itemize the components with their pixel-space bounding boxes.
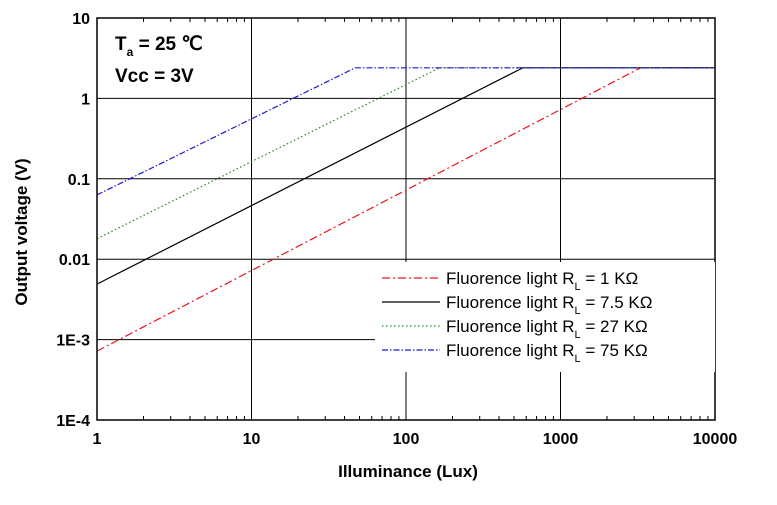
plot-frame <box>96 17 716 421</box>
x-tick-label: 10000 <box>693 431 738 448</box>
y-axis-title: Output voltage (V) <box>12 158 31 305</box>
legend-label-1: Fluorence light RL = 1 KΩ <box>446 269 638 293</box>
x-tick-label: 1 <box>93 431 102 448</box>
x-tick-label: 1000 <box>543 431 579 448</box>
x-tick-label: 100 <box>393 431 420 448</box>
legend-label-3: Fluorence light RL = 27 KΩ <box>446 317 648 341</box>
series-lines <box>96 67 715 352</box>
legend-background <box>375 262 715 372</box>
y-tick-labels: 1E-4 1E-3 0.01 0.1 1 10 <box>56 11 90 430</box>
y-tick-label: 1E-4 <box>56 413 90 430</box>
y-tick-label: 0.01 <box>59 252 90 269</box>
series-line-4 <box>96 67 715 196</box>
y-tick-label: 1 <box>81 91 90 108</box>
x-tick-labels: 1 10 100 1000 10000 <box>93 431 738 448</box>
legend-label-4: Fluorence light RL = 75 KΩ <box>446 341 648 365</box>
y-tick-label: 0.1 <box>68 172 90 189</box>
y-tick-label: 1E-3 <box>56 333 90 350</box>
x-tick-label: 10 <box>243 431 261 448</box>
x-axis-title: Illuminance (Lux) <box>338 462 478 481</box>
y-tick-label: 10 <box>72 11 90 28</box>
legend-label-2: Fluorence light RL = 7.5 KΩ <box>446 293 652 317</box>
ambient-temperature-note: Ta = 25 ℃ <box>115 34 203 59</box>
supply-voltage-note: Vcc = 3V <box>115 66 194 87</box>
